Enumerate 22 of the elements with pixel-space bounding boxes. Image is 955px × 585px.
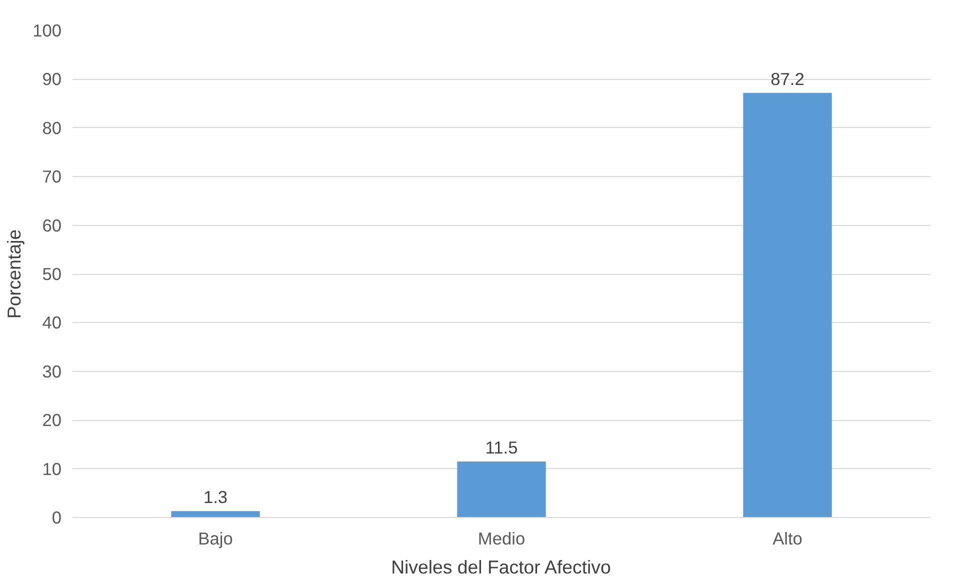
x-tick-label: Medio <box>478 528 526 548</box>
x-tick-label: Alto <box>772 528 802 548</box>
y-tick-label: 20 <box>42 410 62 430</box>
y-tick-label: 10 <box>42 458 62 479</box>
y-tick-label: 90 <box>42 69 62 90</box>
y-tick-label: 0 <box>52 508 62 528</box>
x-axis-title: Niveles del Factor Afectivo <box>391 556 611 578</box>
x-tick-label: Bajo <box>198 528 233 548</box>
y-tick-label: 60 <box>42 215 62 236</box>
y-tick-label: 40 <box>42 312 62 333</box>
data-label: 11.5 <box>485 437 518 458</box>
y-tick-label: 50 <box>42 264 62 284</box>
y-tick-label: 100 <box>32 20 62 40</box>
bar <box>171 511 260 518</box>
y-tick-label: 80 <box>42 118 62 138</box>
data-label: 87.2 <box>770 68 804 89</box>
y-axis-title: Porcentaje <box>4 229 25 319</box>
y-tick-label: 70 <box>42 166 62 187</box>
y-tick-label: 30 <box>42 361 62 382</box>
bar <box>743 92 832 518</box>
data-label: 1.3 <box>203 487 228 508</box>
bar <box>457 461 546 518</box>
